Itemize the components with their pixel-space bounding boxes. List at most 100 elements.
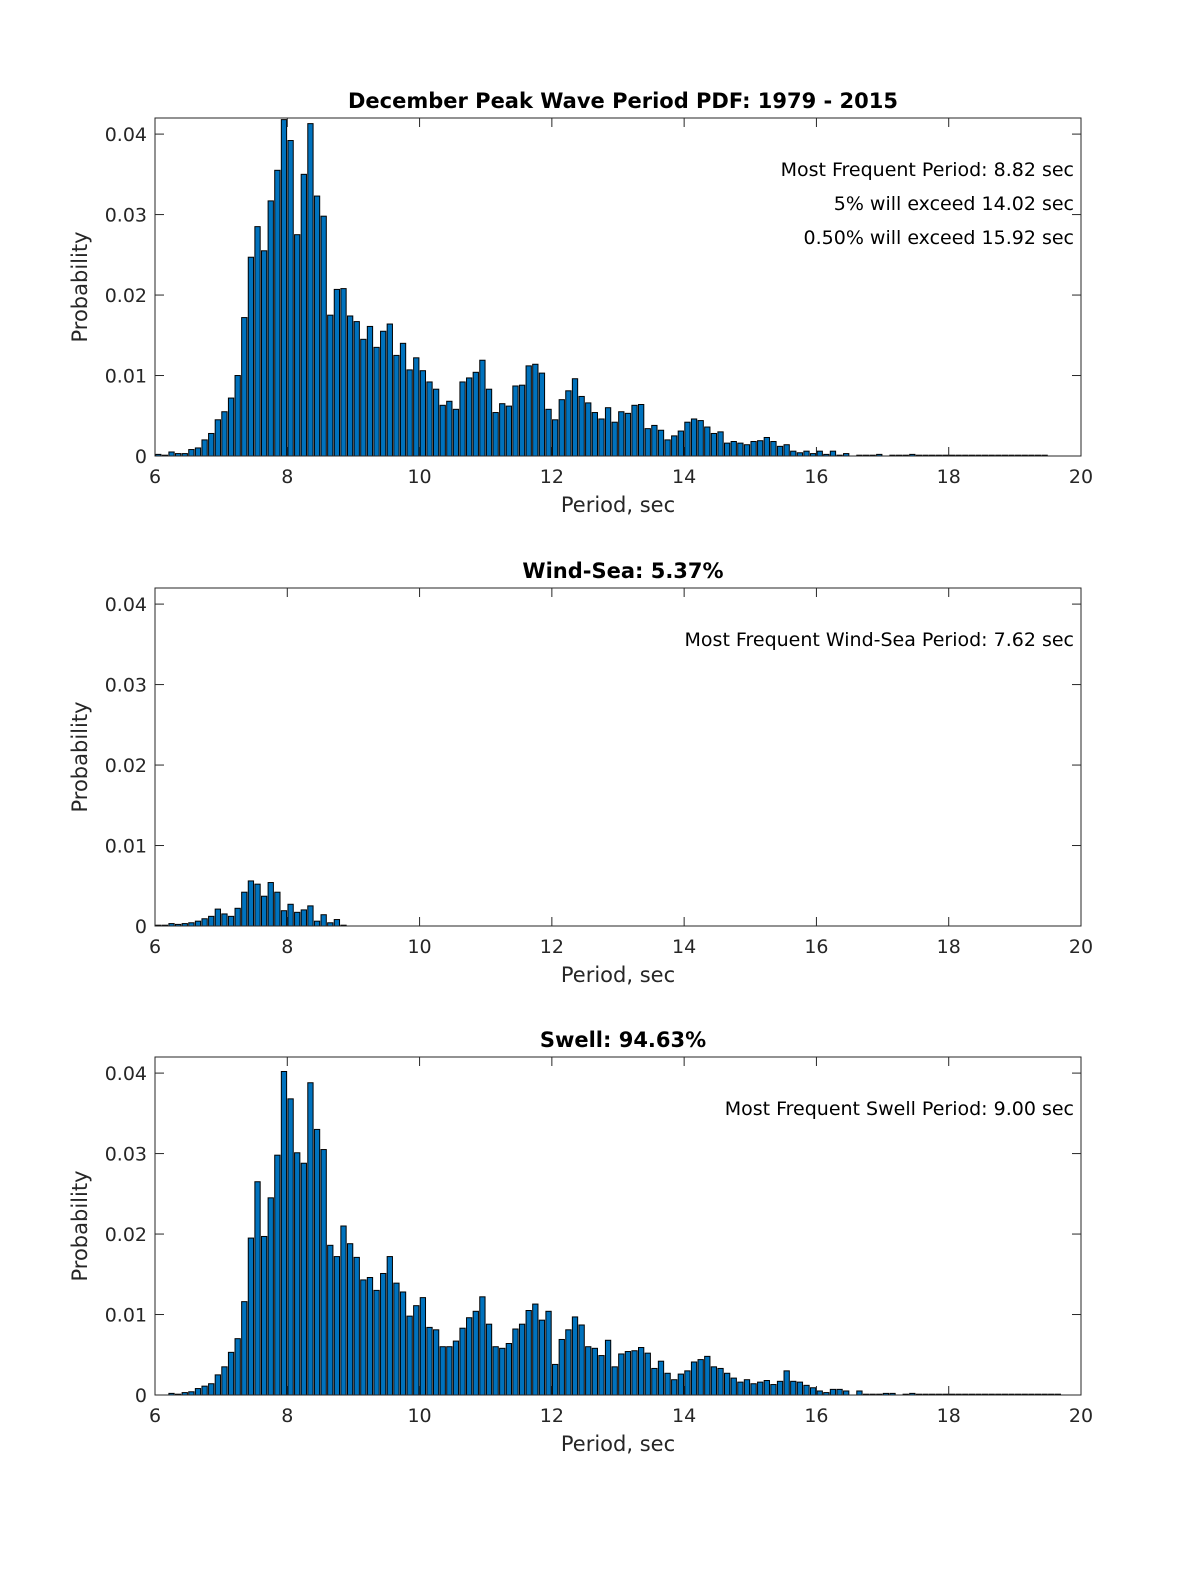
- bar: [274, 1154, 281, 1396]
- bar: [671, 435, 678, 457]
- bar: [346, 315, 354, 457]
- bar: [618, 1353, 625, 1396]
- bar: [710, 1366, 718, 1396]
- bar: [459, 1327, 466, 1396]
- bar: [466, 1317, 473, 1396]
- y-tick-label: 0.04: [105, 594, 147, 616]
- bar: [201, 439, 208, 457]
- bar: [677, 430, 684, 457]
- y-axis-label: Probability: [68, 701, 92, 812]
- bar: [552, 1363, 559, 1396]
- bar: [803, 1384, 810, 1396]
- y-tick-label: 0: [135, 916, 147, 938]
- bar: [320, 1149, 327, 1396]
- bar: [300, 173, 307, 457]
- bar: [809, 1387, 817, 1396]
- bar: [419, 370, 427, 457]
- chart-panel-3: 6 8 10 12 14 16 18 20 0 0.01 0.02 0.03 0.04 Swell: 94…: [68, 1028, 1093, 1456]
- axes-box: [154, 1056, 1082, 1396]
- bar: [512, 1328, 519, 1396]
- bar: [525, 1310, 532, 1396]
- bar: [836, 1388, 843, 1396]
- bar: [704, 1355, 711, 1396]
- y-tick-label: 0.03: [105, 205, 147, 227]
- bar: [452, 1340, 460, 1396]
- bar: [697, 1359, 704, 1396]
- y-tick-label: 0.01: [105, 1305, 147, 1327]
- annotation-text: Most Frequent Swell Period: 9.00 sec: [725, 1098, 1074, 1120]
- axes-box: [154, 117, 1082, 457]
- bar: [730, 441, 737, 457]
- bar: [578, 395, 585, 457]
- bar: [413, 357, 420, 457]
- bar: [657, 1360, 665, 1396]
- bar: [168, 451, 175, 457]
- bar: [227, 397, 235, 457]
- bar: [743, 1379, 751, 1396]
- bar: [552, 419, 559, 457]
- x-tick-label: 10: [407, 936, 431, 958]
- bar: [558, 1338, 565, 1396]
- bar: [313, 195, 321, 457]
- bar: [333, 919, 341, 927]
- bar: [247, 1237, 255, 1396]
- bar: [446, 400, 453, 457]
- bar: [241, 891, 248, 927]
- bar: [194, 447, 202, 457]
- bar: [274, 169, 281, 457]
- bar: [294, 911, 301, 927]
- annotation-text: Most Frequent Wind-Sea Period: 7.62 sec: [685, 629, 1074, 651]
- y-tick-label: 0.01: [105, 366, 147, 388]
- bar: [466, 377, 473, 457]
- bar: [790, 450, 797, 457]
- bar-series: [168, 1070, 1061, 1396]
- x-tick-label: 12: [540, 1405, 564, 1427]
- x-tick-label: 10: [407, 1405, 431, 1427]
- bar: [426, 381, 433, 457]
- bar: [518, 1323, 526, 1396]
- bar: [644, 1352, 651, 1396]
- bar: [737, 442, 744, 457]
- x-tick-label: 6: [149, 1405, 161, 1427]
- bar: [280, 1070, 288, 1396]
- bar: [287, 140, 294, 457]
- bar: [505, 1343, 513, 1396]
- bar: [651, 1367, 658, 1396]
- bar: [419, 1297, 427, 1396]
- bar: [485, 1323, 493, 1396]
- bar: [803, 450, 810, 457]
- x-tick-label: 18: [937, 1405, 961, 1427]
- y-tick-label: 0.04: [105, 1063, 147, 1085]
- x-tick-label: 8: [281, 1405, 293, 1427]
- bar: [300, 909, 307, 927]
- bar: [624, 1351, 632, 1396]
- bar: [333, 1256, 341, 1396]
- bar: [260, 250, 268, 457]
- bar: [565, 1329, 572, 1396]
- bar: [743, 444, 751, 457]
- bar: [697, 420, 704, 457]
- bar: [221, 1366, 228, 1396]
- bar: [671, 1379, 678, 1396]
- bar: [843, 1390, 850, 1396]
- x-axis-label: Period, sec: [561, 493, 675, 517]
- bar: [439, 404, 446, 457]
- bar: [221, 913, 228, 927]
- annotation-text: 0.50% will exceed 15.92 sec: [804, 227, 1074, 249]
- bar: [783, 1370, 790, 1396]
- bar: [327, 314, 334, 457]
- bar: [538, 1319, 546, 1396]
- bar: [684, 1370, 691, 1396]
- bar: [366, 1277, 374, 1396]
- bar: [717, 1367, 724, 1396]
- bar: [492, 412, 499, 457]
- bar: [532, 363, 539, 457]
- bar: [214, 908, 221, 927]
- bar: [386, 323, 393, 457]
- bar: [201, 918, 208, 927]
- y-tick-label: 0: [135, 1385, 147, 1407]
- y-tick-label: 0.02: [105, 755, 147, 777]
- chart-panel-2: 6 8 10 12 14 16 18 20 0 0.01 0.02 0.03 0.04 Wind-Sea:…: [68, 559, 1093, 987]
- bar: [757, 1381, 764, 1396]
- bar: [704, 426, 711, 457]
